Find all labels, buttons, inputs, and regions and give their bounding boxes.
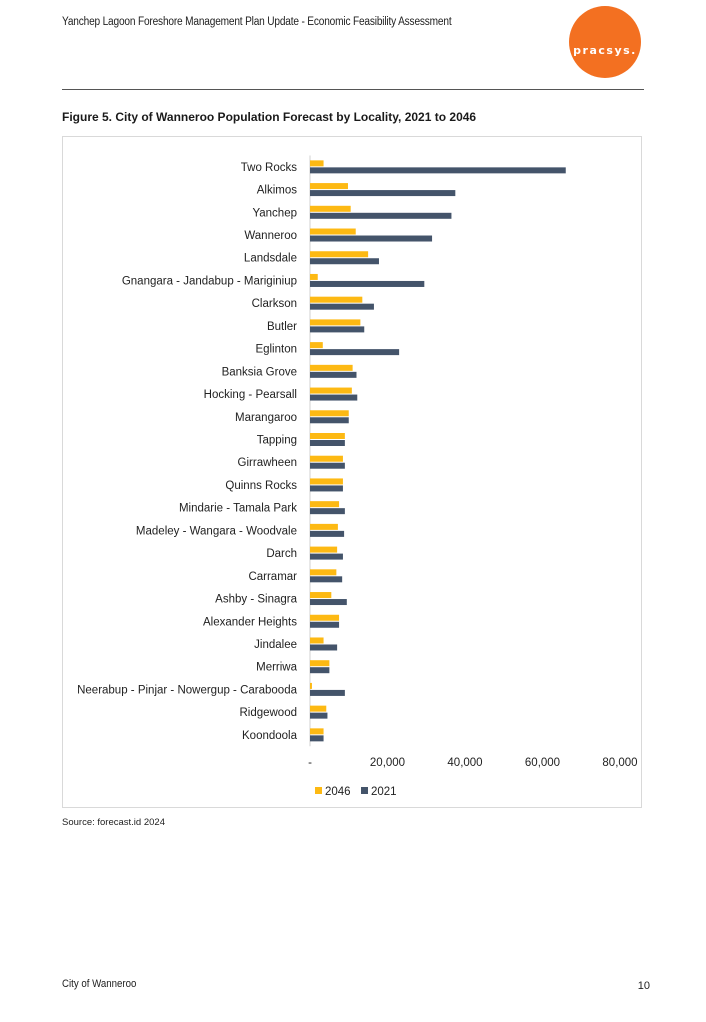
bar-2021: [310, 371, 357, 378]
bar-2046: [310, 546, 338, 553]
bar-2046: [310, 660, 330, 667]
bar-2021: [310, 530, 345, 537]
bar-2021: [310, 735, 324, 742]
bar-2021: [310, 326, 365, 333]
category-label: Carramar: [248, 571, 297, 583]
bar-2021: [310, 349, 400, 356]
category-label: Landsdale: [244, 253, 297, 265]
bar-2046: [310, 592, 332, 599]
category-label: Ashby - Sinagra: [215, 594, 297, 606]
bar-2046: [310, 705, 327, 712]
category-label: Hocking - Pearsall: [204, 389, 297, 401]
category-label: Marangaroo: [235, 412, 297, 424]
category-label: Ridgewood: [239, 707, 297, 719]
bar-2046: [310, 728, 324, 735]
bar-2046: [310, 273, 318, 280]
bar-2021: [310, 440, 345, 446]
category-label: Neerabup - Pinjar - Nowergup - Carabooda: [77, 684, 297, 696]
bar-2046: [310, 455, 343, 462]
legend-swatch-2046: [315, 787, 322, 794]
bar-2046: [310, 160, 324, 167]
legend-swatch-2021: [361, 787, 368, 794]
bar-2021: [310, 280, 425, 287]
bar-2021: [310, 394, 358, 401]
bar-2046: [310, 682, 312, 689]
x-tick-label: 60,000: [525, 757, 560, 769]
bar-2046: [310, 183, 348, 190]
bar-2021: [310, 167, 566, 174]
category-label: Quinns Rocks: [225, 480, 297, 492]
bar-2046: [310, 523, 338, 530]
chart-container: Two Rocks Alkimos Yanchep Wanneroo Landsdale…: [62, 136, 642, 808]
bar-2046: [310, 637, 324, 644]
legend-label-2021: 2021: [371, 786, 397, 798]
document-header-title: Yanchep Lagoon Foreshore Management Plan…: [62, 16, 452, 28]
bar-2021: [310, 190, 456, 197]
footer-organisation: City of Wanneroo: [62, 978, 137, 990]
category-label: Gnangara - Jandabup - Mariginiup: [122, 275, 297, 287]
bar-2046: [310, 205, 351, 212]
bar-2021: [310, 644, 338, 651]
bar-2046: [310, 614, 340, 621]
category-label: Alexander Heights: [203, 616, 297, 628]
bar-2021: [310, 667, 330, 674]
category-label: Wanneroo: [244, 230, 297, 242]
bar-2021: [310, 689, 345, 696]
bar-2021: [310, 303, 374, 310]
bar-2021: [310, 621, 340, 628]
bar-2021: [310, 712, 328, 719]
bar-2021: [310, 417, 349, 424]
category-label: Mindarie - Tamala Park: [179, 503, 297, 515]
bar-2046: [310, 433, 345, 439]
bar-2021: [310, 599, 347, 606]
bar-2046: [310, 342, 323, 349]
category-label: Banksia Grove: [222, 366, 297, 378]
bar-2046: [310, 364, 353, 371]
bar-2021: [310, 576, 343, 583]
bar-2046: [310, 410, 349, 417]
bar-2021: [310, 462, 345, 469]
category-label: Merriwa: [256, 662, 297, 674]
bar-2046: [310, 478, 343, 485]
page-number: 10: [637, 980, 650, 992]
source-note: Source: forecast.id 2024: [62, 817, 165, 828]
figure-title: Figure 5. City of Wanneroo Population Fo…: [62, 110, 477, 124]
bar-2021: [310, 258, 379, 265]
category-label: Eglinton: [255, 344, 297, 356]
category-label: Two Rocks: [241, 162, 297, 174]
category-label: Girrawheen: [238, 457, 297, 469]
pracsys-logo: pracsys.: [569, 6, 641, 78]
legend-label-2046: 2046: [325, 786, 351, 798]
x-tick-label: -: [308, 757, 312, 769]
category-label: Alkimos: [257, 185, 298, 197]
bar-2021: [310, 553, 343, 560]
category-label: Madeley - Wangara - Woodvale: [136, 525, 297, 537]
x-tick-label: 40,000: [447, 757, 482, 769]
header-divider: [62, 89, 644, 90]
bar-2021: [310, 508, 345, 515]
category-label: Koondoola: [242, 730, 298, 742]
bar-2021: [310, 212, 452, 219]
bar-2046: [310, 569, 337, 576]
bar-2021: [310, 485, 343, 492]
category-label: Jindalee: [254, 639, 297, 651]
category-label: Yanchep: [252, 207, 297, 219]
category-label: Clarkson: [252, 298, 297, 310]
category-label: Butler: [267, 321, 297, 333]
bar-2021: [310, 235, 433, 242]
bar-2046: [310, 296, 363, 303]
x-tick-label: 20,000: [370, 757, 405, 769]
population-bar-chart: Two Rocks Alkimos Yanchep Wanneroo Landsdale…: [77, 155, 638, 798]
category-label: Tapping: [257, 435, 297, 447]
bar-2046: [310, 387, 352, 394]
logo-text: pracsys.: [573, 43, 637, 57]
bar-2046: [310, 501, 340, 508]
category-label: Darch: [266, 548, 297, 560]
x-tick-label: 80,000: [602, 757, 637, 769]
bar-2046: [310, 319, 361, 326]
bar-2046: [310, 251, 369, 258]
bar-2046: [310, 228, 356, 235]
